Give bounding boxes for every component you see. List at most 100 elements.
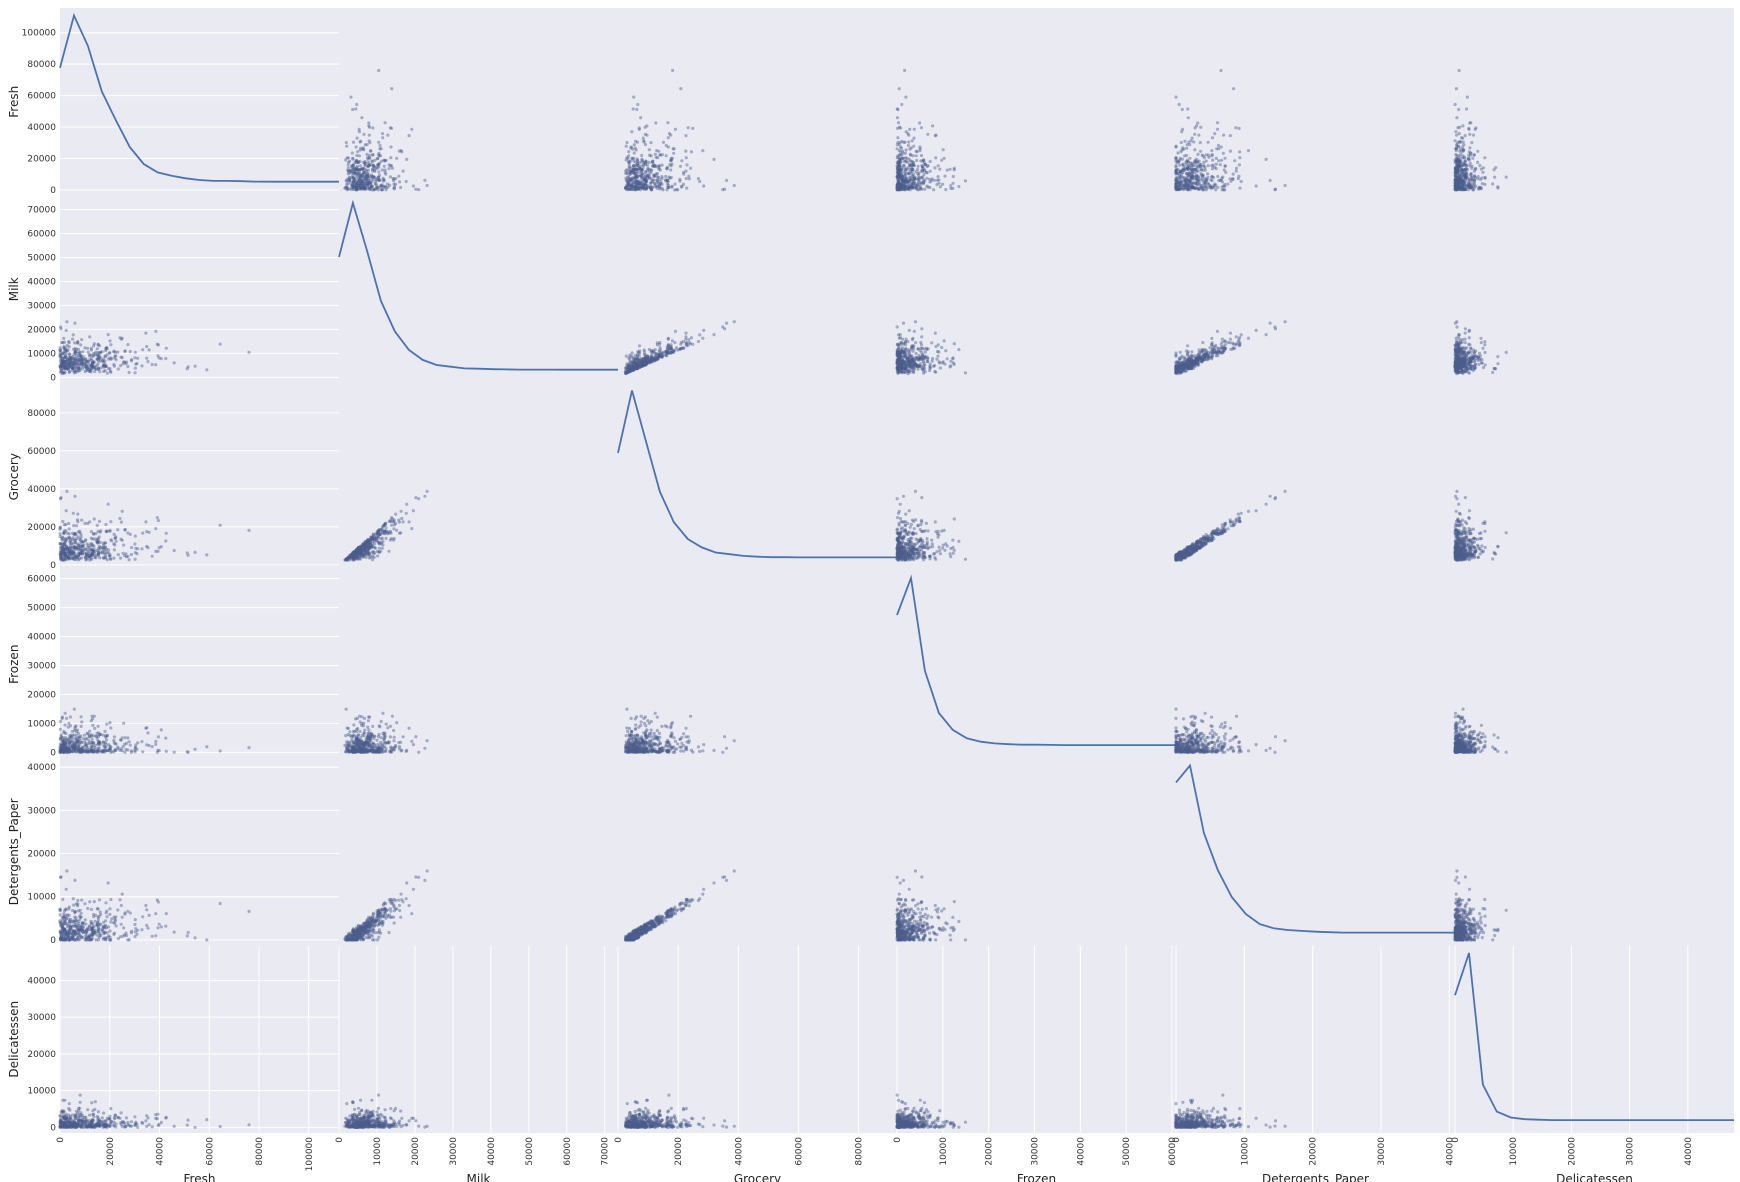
data-point bbox=[633, 166, 637, 170]
data-point bbox=[417, 188, 421, 192]
data-point bbox=[920, 335, 924, 339]
data-point bbox=[355, 182, 360, 186]
data-point bbox=[1182, 184, 1187, 188]
data-point bbox=[936, 164, 940, 168]
data-point bbox=[654, 184, 658, 188]
data-point bbox=[654, 172, 658, 176]
data-point bbox=[898, 153, 902, 157]
data-point bbox=[145, 344, 149, 349]
data-point bbox=[150, 554, 154, 558]
data-point bbox=[1457, 132, 1461, 136]
data-point bbox=[902, 370, 906, 375]
data-point bbox=[401, 169, 405, 173]
data-point bbox=[1213, 132, 1217, 136]
data-point bbox=[902, 170, 906, 175]
data-point bbox=[58, 526, 62, 530]
data-point bbox=[680, 184, 684, 188]
data-point bbox=[361, 166, 365, 170]
data-point bbox=[367, 162, 371, 166]
data-point bbox=[628, 187, 632, 191]
data-point bbox=[1459, 359, 1463, 363]
data-point bbox=[366, 164, 371, 168]
data-point bbox=[352, 184, 356, 188]
data-point bbox=[672, 147, 676, 151]
data-point bbox=[347, 169, 351, 174]
data-point bbox=[351, 187, 355, 192]
data-point bbox=[343, 186, 347, 190]
data-point bbox=[648, 184, 653, 189]
data-point bbox=[682, 346, 686, 350]
data-point bbox=[650, 185, 655, 189]
data-point bbox=[645, 175, 649, 179]
data-point bbox=[359, 182, 363, 186]
data-point bbox=[723, 187, 727, 191]
data-point bbox=[193, 364, 197, 368]
data-point bbox=[1231, 172, 1235, 176]
data-point bbox=[634, 182, 638, 186]
data-point bbox=[351, 176, 356, 180]
data-point bbox=[141, 531, 145, 535]
data-point bbox=[1456, 360, 1460, 365]
data-point bbox=[684, 331, 688, 335]
data-point bbox=[1468, 121, 1472, 125]
data-point bbox=[108, 351, 112, 355]
data-point bbox=[1463, 327, 1467, 331]
data-point bbox=[116, 350, 120, 354]
data-point bbox=[906, 171, 911, 176]
data-point bbox=[361, 179, 365, 183]
data-point bbox=[669, 164, 673, 168]
data-point bbox=[357, 181, 361, 185]
data-point bbox=[353, 169, 357, 173]
data-point bbox=[689, 336, 694, 340]
data-point bbox=[97, 519, 102, 523]
data-point bbox=[660, 163, 664, 167]
data-point bbox=[369, 162, 373, 167]
data-point bbox=[354, 173, 358, 177]
data-point bbox=[651, 159, 655, 163]
data-point bbox=[364, 177, 368, 181]
data-point bbox=[351, 157, 355, 161]
data-point bbox=[366, 182, 370, 186]
data-point bbox=[911, 177, 915, 181]
data-point bbox=[71, 511, 75, 515]
data-point bbox=[95, 347, 99, 351]
data-point bbox=[58, 346, 62, 350]
data-point bbox=[647, 175, 652, 179]
data-point bbox=[639, 171, 643, 175]
data-point bbox=[365, 181, 369, 185]
data-point bbox=[666, 185, 671, 190]
data-point bbox=[362, 171, 366, 175]
data-point bbox=[631, 185, 635, 189]
data-point bbox=[364, 186, 368, 190]
data-point bbox=[365, 183, 369, 187]
data-point bbox=[638, 180, 642, 185]
data-point bbox=[653, 182, 657, 186]
data-point bbox=[1207, 153, 1211, 157]
data-point bbox=[1264, 333, 1268, 337]
data-point bbox=[658, 153, 663, 157]
data-point bbox=[664, 179, 668, 183]
data-point bbox=[368, 141, 372, 145]
data-point bbox=[938, 185, 943, 189]
data-point bbox=[112, 532, 116, 537]
data-point bbox=[1472, 178, 1477, 182]
data-point bbox=[365, 143, 369, 147]
data-point bbox=[356, 160, 360, 164]
data-point bbox=[676, 188, 680, 192]
data-point bbox=[64, 365, 68, 369]
data-point bbox=[58, 497, 63, 501]
data-point bbox=[669, 175, 673, 180]
data-point bbox=[624, 187, 628, 191]
data-point bbox=[1483, 156, 1487, 160]
data-point bbox=[896, 348, 900, 352]
data-point bbox=[634, 186, 638, 190]
data-point bbox=[651, 178, 655, 182]
data-point bbox=[643, 184, 648, 188]
data-point bbox=[687, 341, 691, 345]
data-point bbox=[642, 348, 646, 352]
data-point bbox=[1462, 349, 1467, 353]
data-point bbox=[655, 149, 659, 153]
data-point bbox=[136, 547, 140, 551]
data-point bbox=[346, 187, 350, 191]
